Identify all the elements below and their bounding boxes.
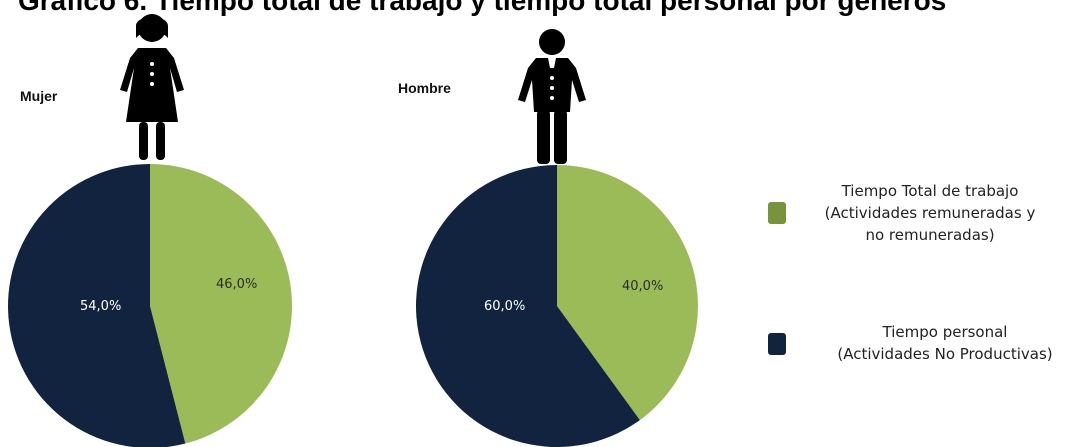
legend-swatch-personal (768, 333, 786, 355)
legend-label-personal: Tiempo personal (Actividades No Producti… (837, 323, 1053, 363)
pie-1-label-work: 40,0% (622, 279, 663, 294)
woman-icon (120, 14, 184, 160)
pie-0-label-work: 46,0% (216, 277, 257, 292)
man-icon (518, 29, 586, 164)
pie-0-slice-work (150, 164, 293, 444)
pie-1-label-personal: 60,0% (484, 299, 525, 314)
legend-label-work: Tiempo Total de trabajo (Actividades rem… (824, 182, 1036, 244)
pie-1-slice-work (557, 165, 698, 421)
pie-0-label-personal: 54,0% (80, 299, 121, 314)
legend-swatch-work (768, 202, 786, 224)
pie-0-slice-personal (8, 164, 186, 447)
pie-1-slice-personal (416, 165, 640, 447)
chart-title: Gráfico 6. Tiempo total de trabajo y tie… (18, 0, 947, 16)
pie-title-mujer: Mujer (20, 88, 58, 104)
pie-title-hombre: Hombre (398, 80, 451, 96)
